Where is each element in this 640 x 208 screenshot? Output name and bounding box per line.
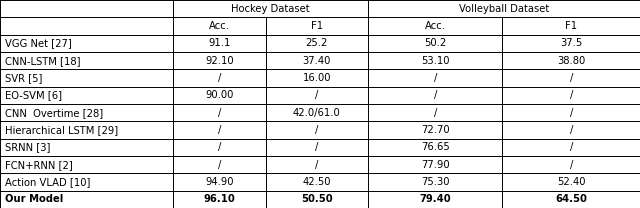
Text: /: / (433, 73, 437, 83)
Text: /: / (433, 108, 437, 118)
Text: 77.90: 77.90 (421, 160, 449, 170)
Text: EO-SVM [6]: EO-SVM [6] (5, 90, 62, 100)
Text: /: / (315, 160, 319, 170)
Text: /: / (570, 160, 573, 170)
Text: /: / (570, 125, 573, 135)
Text: FCN+RNN [2]: FCN+RNN [2] (5, 160, 73, 170)
Text: 76.65: 76.65 (421, 142, 449, 152)
Text: 37.40: 37.40 (303, 56, 331, 66)
Text: Action VLAD [10]: Action VLAD [10] (5, 177, 90, 187)
Text: Hockey Dataset: Hockey Dataset (231, 4, 310, 14)
Text: CNN-LSTM [18]: CNN-LSTM [18] (5, 56, 81, 66)
Text: /: / (218, 125, 221, 135)
Text: /: / (570, 108, 573, 118)
Text: /: / (218, 73, 221, 83)
Text: /: / (315, 125, 319, 135)
Text: /: / (218, 142, 221, 152)
Text: 42.50: 42.50 (303, 177, 331, 187)
Text: 75.30: 75.30 (421, 177, 449, 187)
Text: 96.10: 96.10 (204, 194, 235, 204)
Text: 25.2: 25.2 (306, 38, 328, 48)
Text: Hierarchical LSTM [29]: Hierarchical LSTM [29] (5, 125, 118, 135)
Text: /: / (315, 142, 319, 152)
Text: Acc.: Acc. (209, 21, 230, 31)
Text: 64.50: 64.50 (556, 194, 587, 204)
Text: 50.2: 50.2 (424, 38, 446, 48)
Text: /: / (570, 142, 573, 152)
Text: SRNN [3]: SRNN [3] (5, 142, 51, 152)
Text: 16.00: 16.00 (303, 73, 331, 83)
Text: /: / (218, 160, 221, 170)
Text: 72.70: 72.70 (421, 125, 449, 135)
Text: 52.40: 52.40 (557, 177, 586, 187)
Text: Volleyball Dataset: Volleyball Dataset (459, 4, 549, 14)
Text: F1: F1 (311, 21, 323, 31)
Text: 50.50: 50.50 (301, 194, 333, 204)
Text: 42.0/61.0: 42.0/61.0 (293, 108, 340, 118)
Text: /: / (570, 73, 573, 83)
Text: 38.80: 38.80 (557, 56, 586, 66)
Text: Acc.: Acc. (425, 21, 445, 31)
Text: 94.90: 94.90 (205, 177, 234, 187)
Text: 92.10: 92.10 (205, 56, 234, 66)
Text: /: / (218, 108, 221, 118)
Text: 91.1: 91.1 (208, 38, 230, 48)
Text: CNN  Overtime [28]: CNN Overtime [28] (5, 108, 103, 118)
Text: /: / (315, 90, 319, 100)
Text: 90.00: 90.00 (205, 90, 234, 100)
Text: /: / (570, 90, 573, 100)
Text: Our Model: Our Model (5, 194, 63, 204)
Text: F1: F1 (565, 21, 577, 31)
Text: 53.10: 53.10 (421, 56, 449, 66)
Text: 79.40: 79.40 (419, 194, 451, 204)
Text: /: / (433, 90, 437, 100)
Text: SVR [5]: SVR [5] (5, 73, 42, 83)
Text: VGG Net [27]: VGG Net [27] (5, 38, 72, 48)
Text: 37.5: 37.5 (560, 38, 582, 48)
